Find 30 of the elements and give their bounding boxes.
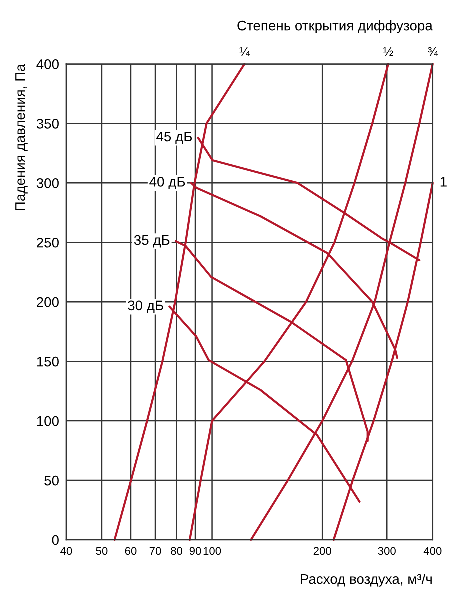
x-tick-label: 400 — [424, 547, 442, 556]
y-tick-label: 200 — [37, 297, 59, 308]
x-tick-label: 50 — [96, 547, 108, 556]
series-label: 40 дБ — [150, 177, 186, 190]
series-label: ¾ — [428, 47, 438, 56]
series-label: ½ — [384, 47, 394, 56]
x-tick-label: 70 — [150, 547, 162, 556]
y-tick-label: 50 — [44, 476, 59, 486]
x-tick-label: 80 — [171, 547, 183, 556]
y-tick-label: 350 — [36, 119, 59, 129]
series-label: 45 дБ — [156, 132, 192, 144]
y-tick-label: 100 — [37, 416, 59, 426]
y-tick-label: 0 — [52, 535, 59, 546]
x-axis-title: Расход воздуха, м³/ч — [301, 574, 432, 587]
x-tick-label: 60 — [125, 547, 137, 556]
series-label: 1 — [440, 177, 447, 187]
series-label: 35 дБ — [134, 235, 170, 248]
series-label: ¼ — [240, 47, 250, 56]
y-tick-label: 300 — [36, 178, 59, 188]
series-label: 30 дБ — [128, 300, 164, 314]
x-tick-label: 90 — [190, 547, 202, 556]
x-tick-label: 40 — [60, 547, 72, 556]
y-tick-label: 150 — [37, 356, 59, 367]
text: Степень открытия диффузора — [238, 20, 433, 34]
x-tick-label: 200 — [314, 547, 332, 556]
y-tick-label: 250 — [37, 238, 59, 248]
y-axis-title: Падения давления, Па — [16, 64, 28, 211]
x-tick-label: 100 — [204, 547, 222, 556]
x-tick-label: 300 — [378, 547, 396, 556]
y-tick-label: 400 — [36, 60, 59, 70]
